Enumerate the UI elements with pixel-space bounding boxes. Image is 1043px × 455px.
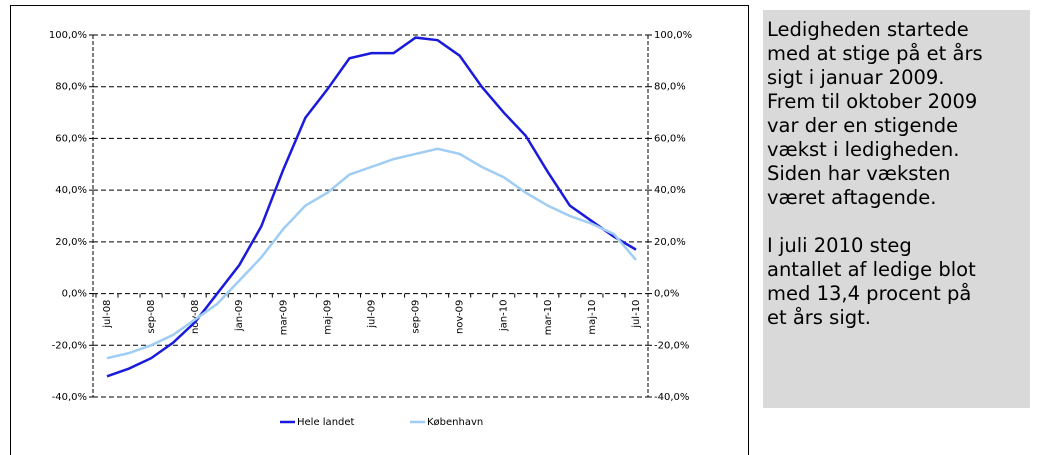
series-line (106, 36, 637, 378)
text-line: I juli 2010 steg (767, 234, 912, 257)
legend-label: Hele landet (297, 417, 355, 428)
y2-tick-label: -40,0% (654, 392, 689, 403)
text-line: med at stige på et års (767, 42, 983, 65)
text-line: sigt i januar 2009. (767, 66, 945, 89)
x-tick-label: jan-09 (234, 300, 245, 333)
y-tick-label: -40,0% (52, 392, 87, 403)
text-line: antallet af ledige blot (767, 258, 976, 281)
chart-frame (10, 5, 749, 455)
y2-tick-label: 100,0% (654, 30, 692, 41)
paragraph: I juli 2010 steg antallet af ledige blot m… (767, 234, 1030, 330)
y2-tick-label: 80,0% (654, 82, 686, 93)
x-tick-label: jan-10 (499, 300, 510, 333)
text-line: været aftagende. (767, 186, 937, 209)
text-line: vækst i ledigheden. (767, 138, 960, 161)
text-line: var der en stigende (767, 114, 959, 137)
y-tick-label: 40,0% (55, 185, 87, 196)
x-tick-label: maj-10 (587, 300, 598, 335)
y2-tick-label: 60,0% (654, 133, 686, 144)
y-tick-label: 80,0% (55, 82, 87, 93)
text-line: et års sigt. (767, 306, 871, 329)
legend-label: København (427, 417, 483, 428)
x-tick-label: jul-10 (631, 300, 642, 329)
series-line (106, 147, 637, 360)
text-line: Ledigheden startede (767, 18, 969, 41)
x-tick-label: jul-09 (367, 300, 378, 329)
x-tick-label: jul-08 (102, 300, 113, 329)
y-tick-label: -20,0% (52, 340, 87, 351)
y-tick-label: 20,0% (55, 237, 87, 248)
y2-tick-label: 40,0% (654, 185, 686, 196)
x-tick-label: maj-09 (322, 300, 333, 335)
text-line: Frem til oktober 2009 (767, 90, 978, 113)
x-tick-label: mar-09 (278, 300, 289, 336)
x-tick-label: sep-08 (146, 300, 157, 334)
text-box: Ledigheden startede med at stige på et år… (763, 10, 1030, 408)
y2-tick-label: 0,0% (654, 289, 679, 300)
x-tick-label: nov-08 (190, 300, 201, 334)
y-tick-label: 0,0% (62, 289, 87, 300)
y-tick-label: 60,0% (55, 133, 87, 144)
chart: -40,0% -20,0% 0,0% 20,0% 40,0% 60,0% 80,0% 100,… (10, 5, 749, 455)
text-line: med 13,4 procent på (767, 282, 972, 305)
y2-tick-label: 20,0% (654, 237, 686, 248)
x-tick-label: mar-10 (543, 300, 554, 336)
y2-tick-label: -20,0% (654, 340, 689, 351)
paragraph: Ledigheden startede med at stige på et år… (767, 18, 1030, 210)
y-tick-label: 100,0% (49, 30, 87, 41)
x-tick-label: nov-09 (455, 300, 466, 334)
text-line: Siden har væksten (767, 162, 951, 185)
x-tick-label: sep-09 (411, 300, 422, 334)
